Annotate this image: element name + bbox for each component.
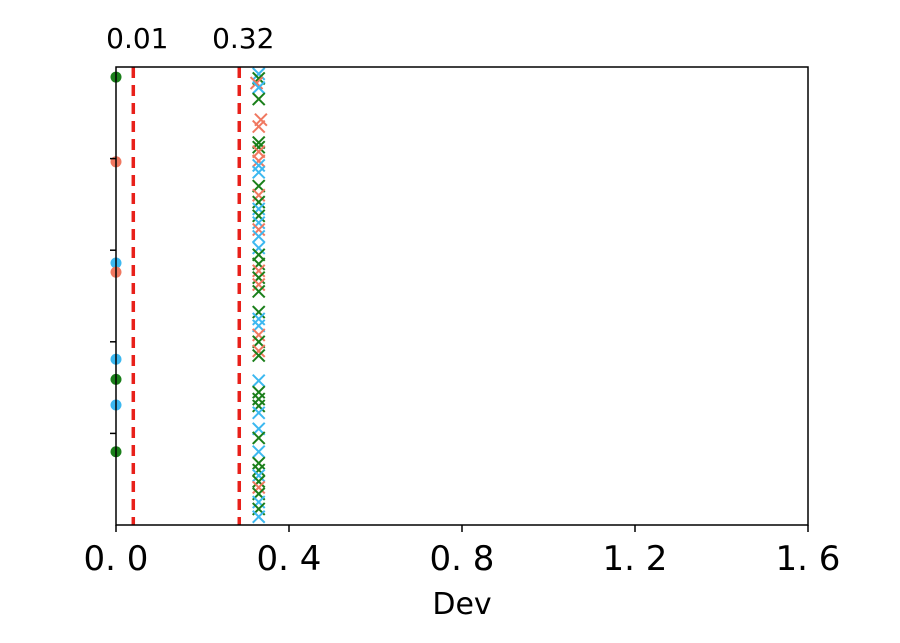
point-x-11: [252, 154, 266, 168]
point-x-3: [249, 76, 264, 90]
x-axis: 0.01 0.32 0. 0 0. 4 0. 8 1. 2 1. 6: [84, 22, 841, 579]
point-x-28: [252, 284, 266, 299]
point-x-25: [252, 264, 266, 278]
x-tick-label-3: 0. 8: [430, 539, 495, 579]
x-tick-label-4: 1. 2: [603, 539, 668, 579]
point-x-30: [252, 312, 266, 326]
point-x-42: [252, 431, 266, 445]
point-x-22: [252, 241, 266, 255]
point-x-7: [252, 119, 266, 134]
plot-frame: [115, 66, 809, 526]
point-x-43: [252, 445, 266, 459]
point-x-13: [252, 165, 266, 180]
point-x-32: [252, 328, 266, 342]
x-tick-label-1: 0. 0: [84, 539, 149, 579]
point-x-4: [252, 80, 266, 95]
x-tick-label-2: 0. 4: [257, 539, 322, 579]
point-x-48: [252, 480, 266, 495]
point-x-15: [252, 188, 266, 202]
x-axis-title: Dev: [432, 587, 491, 622]
point-x-19: [252, 216, 266, 230]
point-x-16: [252, 195, 266, 209]
point-x-46: [252, 468, 266, 483]
threshold-label-1: 0.01: [106, 22, 168, 55]
point-x-9: [252, 140, 266, 154]
point-x-26: [252, 270, 266, 285]
point-x-24: [252, 257, 266, 271]
point-x-44: [252, 456, 266, 470]
point-x-45: [252, 463, 266, 477]
point-x-18: [252, 209, 266, 223]
point-x-50: [252, 495, 266, 509]
threshold-label-2: 0.32: [212, 22, 274, 55]
point-x-35: [252, 348, 266, 363]
point-x-20: [252, 222, 266, 237]
point-x-39: [252, 399, 266, 413]
point-x-34: [252, 344, 266, 358]
x-tick-label-5: 1. 6: [776, 539, 841, 579]
point-x-17: [252, 202, 266, 216]
point-x-38: [252, 392, 266, 406]
point-x-29: [252, 305, 266, 319]
point-x-27: [252, 277, 266, 292]
plot-layer: [110, 67, 268, 525]
point-x-21: [252, 229, 266, 244]
point-x-5: [252, 92, 266, 106]
point-x-52: [252, 510, 266, 524]
point-x-47: [252, 474, 266, 489]
point-x-36: [252, 374, 266, 388]
point-x-40: [252, 406, 266, 420]
point-x-37: [252, 385, 266, 399]
